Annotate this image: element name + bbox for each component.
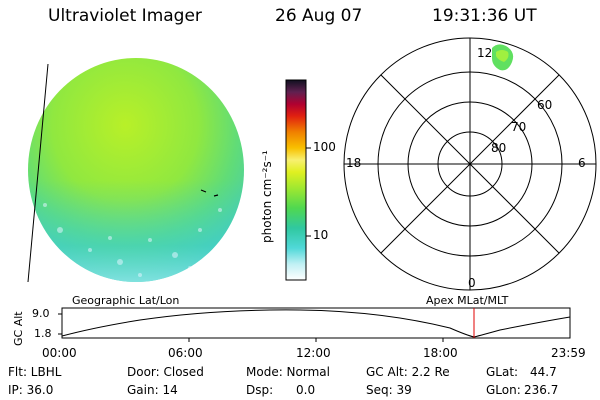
strip-xtick-2359: 23:59 (551, 346, 586, 360)
strip-ylabel: GC Alt (12, 311, 25, 346)
polar-plot (343, 37, 597, 291)
status-dsp-value: 0.0 (296, 383, 316, 397)
lat-label-80: 80 (491, 141, 507, 155)
gc-alt-curve (61, 309, 571, 338)
lat-label-60: 60 (537, 98, 553, 112)
status-glon-label: GLon: (486, 383, 521, 397)
polar-diagonal-2 (380, 74, 560, 254)
colorbar-tick-label-10: 10 (313, 228, 329, 242)
status-door: Door: Closed (127, 365, 204, 379)
date-label: 26 Aug 07 (275, 6, 363, 26)
strip-xtick-0000: 00:00 (42, 346, 77, 360)
status-gain: Gain: 14 (127, 383, 178, 397)
status-gc-alt: GC Alt: 2.2 Re (366, 365, 450, 379)
time-label: 19:31:36 UT (432, 6, 537, 26)
mlt-label-6: 6 (578, 156, 586, 170)
terminator-marks (200, 189, 219, 197)
colorbar-unit-label: photon cm⁻²s⁻¹ (260, 150, 274, 243)
strip-left-title: Geographic Lat/Lon (72, 294, 180, 307)
altitude-strip-plot (58, 307, 571, 342)
mlt-label-0: 0 (468, 276, 476, 290)
status-dsp-label: Dsp: (246, 383, 274, 397)
status-glon-value: 236.7 (524, 383, 559, 397)
strip-xtick-1200: 12:00 (296, 346, 331, 360)
status-glat-value: 44.7 (530, 365, 557, 379)
status-glat-label: GLat: (486, 365, 519, 379)
status-filter: Flt: LBHL (8, 365, 62, 379)
status-mode: Mode: Normal (246, 365, 330, 379)
mlt-label-18: 18 (346, 156, 362, 170)
strip-ytick-9: 9.0 (32, 307, 50, 320)
colorbar-tick-label-100: 100 (313, 140, 336, 154)
lat-label-70: 70 (511, 120, 527, 134)
instrument-title: Ultraviolet Imager (48, 6, 202, 26)
limb-line (27, 63, 49, 283)
strip-right-title: Apex MLat/MLT (426, 294, 509, 307)
uv-image-disk (28, 58, 244, 282)
mlt-label-12: 12 (477, 46, 493, 60)
status-seq: Seq: 39 (366, 383, 412, 397)
status-ip: IP: 36.0 (8, 383, 54, 397)
strip-ytick-1.8: 1.8 (34, 327, 52, 340)
colorbar (285, 79, 311, 281)
strip-xtick-1800: 18:00 (423, 346, 458, 360)
strip-xtick-0600: 06:00 (168, 346, 203, 360)
noise-speckle (43, 203, 222, 277)
